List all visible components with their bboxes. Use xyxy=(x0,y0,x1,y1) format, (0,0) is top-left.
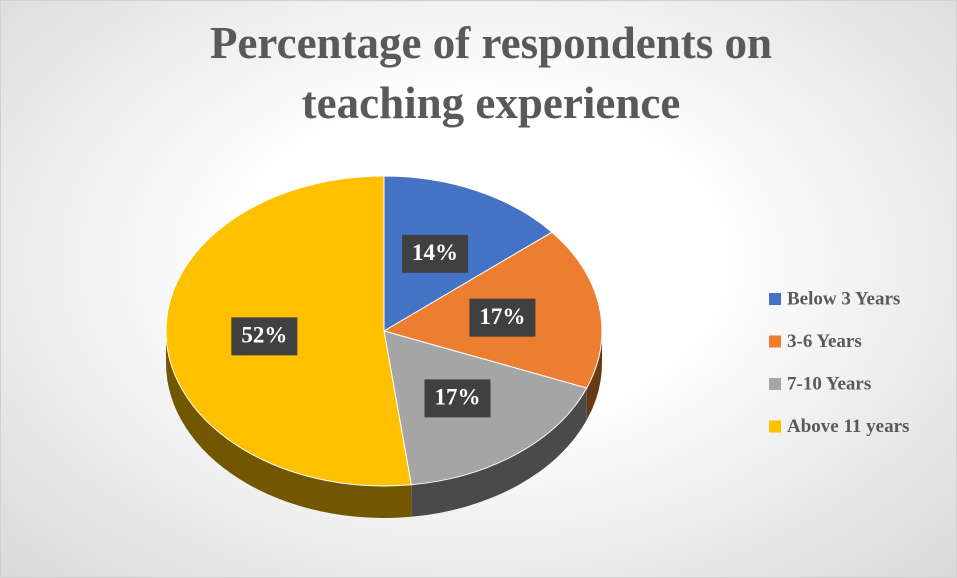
legend-swatch xyxy=(769,420,781,433)
pie-slice-side xyxy=(166,331,412,518)
pie-slice-side xyxy=(411,388,587,517)
legend-label: 3-6 Years xyxy=(787,331,862,352)
legend-label: Above 11 years xyxy=(787,416,909,437)
data-label: 52% xyxy=(241,323,287,348)
data-label-box xyxy=(231,317,298,356)
data-label-box xyxy=(469,298,536,337)
data-label: 17% xyxy=(479,304,525,329)
legend-label: Below 3 Years xyxy=(787,288,900,309)
data-label-box xyxy=(402,234,469,273)
legend-swatch xyxy=(769,378,781,390)
legend-label: 7-10 Years xyxy=(787,373,871,394)
data-label: 14% xyxy=(412,240,458,265)
legend-swatch xyxy=(769,335,781,348)
pie-slice-side xyxy=(586,331,602,421)
data-label: 17% xyxy=(434,385,480,410)
legend-swatch xyxy=(769,293,781,305)
chart-title: Percentage of respondents on teaching ex… xyxy=(209,18,773,128)
data-label-box xyxy=(424,379,491,418)
